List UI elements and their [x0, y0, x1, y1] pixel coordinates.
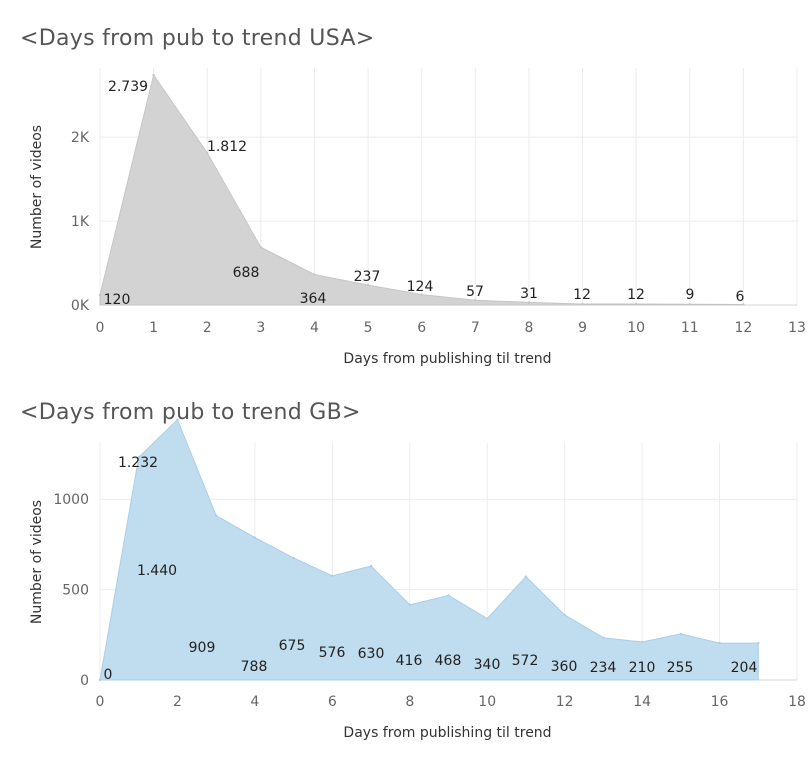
gb-data-label: 909: [189, 640, 216, 656]
usa-data-label: 2.739: [108, 79, 148, 95]
gb-x-tick-label: 14: [633, 694, 651, 710]
usa-x-tick-label: 7: [471, 320, 480, 336]
usa-y-tick-label: 1K: [71, 214, 90, 230]
gb-data-label: 255: [667, 660, 694, 676]
usa-data-point: [366, 283, 370, 287]
gb-x-tick-label: 16: [711, 694, 729, 710]
usa-data-point: [152, 73, 155, 77]
usa-x-tick-label: 9: [578, 320, 587, 336]
gb-data-label: 788: [241, 659, 268, 675]
usa-data-label: 9: [686, 287, 695, 303]
usa-x-tick-label: 2: [203, 320, 212, 336]
usa-data-point: [259, 246, 263, 249]
gb-data-label: 0: [104, 667, 113, 683]
gb-x-axis-title: Days from publishing til trend: [343, 725, 551, 741]
usa-x-tick-label: 8: [524, 320, 533, 336]
usa-x-tick-label: 5: [364, 320, 373, 336]
gb-x-tick-label: 10: [478, 694, 496, 710]
gb-data-point: [214, 514, 218, 517]
chart-title-gb: <Days from pub to trend GB>: [20, 400, 361, 425]
usa-data-point: [634, 302, 638, 306]
usa-x-tick-label: 0: [96, 320, 105, 336]
usa-data-label: 57: [466, 284, 484, 300]
gb-data-point: [408, 603, 411, 606]
usa-data-label: 12: [573, 287, 591, 303]
usa-data-point: [313, 273, 316, 276]
usa-y-tick-label: 2K: [71, 130, 90, 146]
usa-data-point: [474, 299, 477, 302]
usa-data-point: [206, 151, 209, 155]
gb-data-label: 340: [474, 657, 501, 673]
gb-data-label: 572: [512, 653, 539, 669]
gb-data-point: [602, 636, 605, 639]
usa-x-tick-label: 3: [256, 320, 265, 336]
gb-x-tick-label: 18: [788, 694, 806, 710]
usa-y-tick-label: 0K: [71, 298, 90, 314]
usa-data-point: [742, 303, 745, 306]
usa-data-label: 237: [354, 269, 381, 285]
usa-x-axis-title: Days from publishing til trend: [343, 351, 551, 367]
gb-data-point: [718, 641, 721, 645]
gb-x-tick-label: 6: [328, 694, 337, 710]
gb-data-point: [447, 594, 450, 597]
gb-data-point: [369, 564, 373, 568]
gb-x-tick-label: 8: [405, 694, 414, 710]
gb-data-label: 468: [435, 653, 462, 669]
gb-data-label: 416: [396, 653, 423, 669]
gb-x-tick-label: 2: [173, 694, 182, 710]
gb-area-series: [99, 418, 759, 681]
gb-data-point: [640, 640, 644, 644]
gb-data-point: [679, 632, 683, 636]
gb-data-point: [292, 556, 295, 560]
usa-x-tick-label: 1: [149, 320, 158, 336]
chart-title-usa: <Days from pub to trend USA>: [20, 26, 375, 51]
gb-data-point: [253, 536, 257, 539]
usa-x-tick-label: 4: [310, 320, 319, 336]
usa-data-point: [98, 293, 102, 297]
gb-y-tick-label: 500: [62, 583, 89, 599]
gb-data-point: [524, 575, 528, 578]
gb-data-label: 234: [590, 660, 617, 676]
usa-data-point: [527, 301, 531, 304]
usa-data-label: 364: [300, 291, 327, 307]
usa-x-tick-label: 6: [417, 320, 426, 336]
gb-y-tick-label: 0: [80, 673, 89, 689]
gb-data-label: 210: [629, 660, 656, 676]
gb-x-tick-label: 12: [556, 694, 574, 710]
gb-data-point: [331, 574, 334, 578]
gb-data-label: 630: [358, 646, 385, 662]
gb-data-label: 204: [731, 660, 758, 676]
usa-x-tick-label: 12: [734, 320, 752, 336]
gb-y-axis-title: Number of videos: [29, 500, 45, 624]
gb-data-label: 360: [551, 659, 578, 675]
usa-data-label: 1.812: [207, 139, 247, 155]
gb-data-point: [563, 613, 566, 617]
usa-x-tick-label: 11: [681, 320, 699, 336]
usa-data-label: 12: [627, 287, 645, 303]
usa-data-point: [420, 293, 423, 296]
usa-x-tick-label: 13: [788, 320, 806, 336]
gb-x-tick-label: 4: [250, 694, 259, 710]
usa-data-label: 688: [233, 265, 260, 281]
usa-data-label: 120: [104, 292, 131, 308]
usa-x-tick-label: 10: [627, 320, 645, 336]
gb-x-tick-label: 0: [96, 694, 105, 710]
gb-data-point: [137, 456, 140, 459]
usa-data-label: 124: [407, 279, 434, 295]
gb-data-label: 1.232: [118, 455, 158, 471]
gb-y-tick-label: 1000: [53, 492, 89, 508]
gb-data-label: 1.440: [137, 563, 177, 579]
gb-data-point: [98, 678, 102, 682]
usa-data-point: [581, 302, 584, 306]
gb-data-point: [176, 418, 179, 421]
usa-data-point: [688, 303, 691, 306]
usa-y-axis-title: Number of videos: [29, 125, 45, 249]
gb-data-point: [486, 617, 489, 620]
usa-data-label: 31: [520, 286, 538, 302]
usa-data-label: 6: [736, 289, 745, 305]
gb-data-label: 576: [319, 645, 346, 661]
gb-data-label: 675: [279, 638, 306, 654]
gb-data-point: [757, 641, 760, 645]
